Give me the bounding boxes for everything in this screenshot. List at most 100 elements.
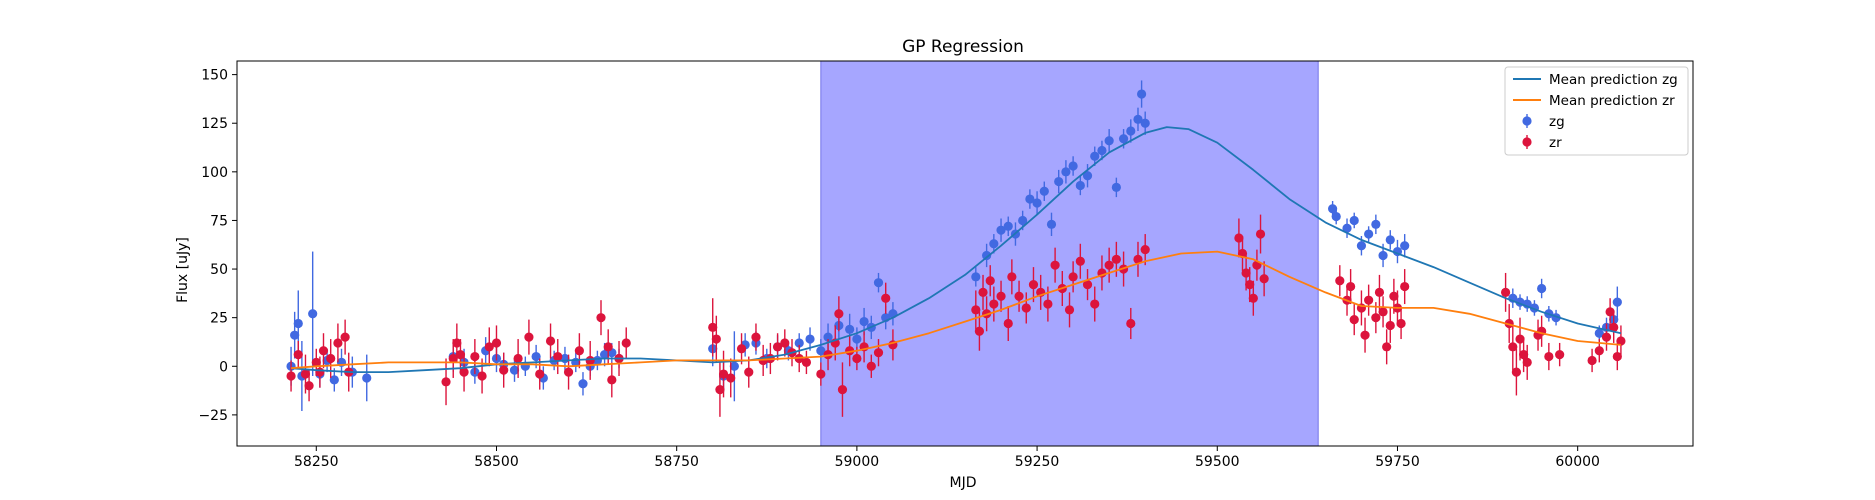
data-point-zg — [1612, 297, 1622, 307]
data-point-zr — [772, 342, 783, 352]
y-tick-label: 125 — [201, 116, 228, 132]
data-point-zg — [1364, 229, 1374, 239]
data-point-zg — [1140, 118, 1150, 128]
data-point-zr — [1519, 350, 1529, 360]
data-point-zg — [971, 272, 981, 282]
data-point-zr — [621, 338, 631, 348]
data-point-zr — [1007, 272, 1017, 282]
y-axis-title: Flux [uJy] — [175, 237, 191, 303]
data-point-zr — [452, 338, 462, 348]
plot-area: 58250 58500 58750 59000 59250 59500 59750 60000… — [198, 60, 1694, 470]
data-point-zr — [1255, 229, 1266, 239]
data-point-zr — [744, 367, 754, 377]
data-point-zg — [1537, 283, 1547, 294]
data-point-zr — [1555, 350, 1565, 360]
data-point-zr — [596, 313, 606, 323]
data-point-zg — [509, 365, 520, 375]
data-point-zr — [318, 346, 329, 356]
data-point-zr — [1075, 256, 1085, 266]
data-point-zr — [780, 338, 790, 348]
data-point-zr — [1259, 274, 1269, 284]
legend-label: Mean prediction zg — [1549, 72, 1678, 88]
data-point-zr — [834, 309, 844, 319]
data-point-zr — [1364, 295, 1374, 305]
data-point-zg — [729, 361, 739, 371]
data-point-zr — [1104, 260, 1114, 270]
data-point-zg — [308, 309, 318, 319]
data-point-zr — [333, 338, 343, 348]
data-point-zg — [1349, 215, 1359, 226]
data-point-zr — [1544, 351, 1554, 362]
data-point-zr — [1612, 351, 1622, 362]
y-tick-label: 50 — [210, 262, 228, 278]
y-tick-label: 100 — [201, 165, 228, 181]
data-point-zg — [1090, 151, 1100, 161]
data-point-zg — [1385, 235, 1395, 245]
data-point-zr — [513, 353, 523, 364]
data-point-zg — [1003, 221, 1013, 231]
data-point-zr — [499, 365, 509, 375]
data-point-zg — [362, 373, 372, 383]
data-point-zr — [563, 367, 574, 377]
data-point-zr — [491, 338, 502, 348]
data-point-zr — [441, 377, 451, 387]
data-point-zr — [1248, 293, 1258, 303]
data-point-zg — [1061, 167, 1071, 177]
data-point-zg — [1046, 219, 1057, 229]
data-point-zr — [326, 353, 336, 364]
data-point-zr — [1245, 280, 1255, 290]
data-point-zg — [852, 334, 862, 344]
data-point-zg — [1342, 223, 1352, 233]
data-point-zg — [1104, 136, 1114, 146]
data-point-zr — [524, 332, 534, 342]
data-point-zg — [805, 334, 815, 344]
y-tick-label: −25 — [198, 408, 228, 424]
x-tick-label: 59000 — [835, 454, 880, 470]
data-point-zr — [726, 373, 736, 383]
data-point-zr — [315, 367, 325, 377]
data-point-zr — [455, 350, 466, 360]
data-point-zr — [816, 369, 826, 379]
data-point-zr — [574, 346, 584, 356]
data-point-zr — [1508, 342, 1518, 352]
y-tick-label: 0 — [219, 359, 228, 375]
data-point-zr — [1050, 260, 1060, 270]
data-point-zg — [1371, 219, 1381, 229]
data-point-zr — [1587, 355, 1597, 366]
data-point-zg — [1594, 328, 1604, 338]
data-point-zg — [989, 239, 999, 249]
data-point-zr — [1511, 367, 1522, 377]
legend: Mean prediction zg Mean prediction zr zg zr — [1504, 66, 1689, 156]
data-point-zg — [1054, 176, 1064, 187]
data-point-zr — [985, 276, 995, 286]
data-point-zg — [290, 330, 300, 340]
y-tick-label: 25 — [210, 311, 228, 327]
data-point-zg — [1136, 89, 1147, 99]
data-point-zr — [477, 371, 487, 381]
data-point-zr — [1140, 245, 1150, 255]
data-point-zr — [1605, 307, 1615, 317]
data-point-zr — [585, 355, 595, 366]
x-tick-label: 58750 — [654, 454, 699, 470]
legend-marker-swatch — [1522, 116, 1532, 126]
data-point-zg — [1126, 126, 1136, 136]
data-point-zg — [1118, 134, 1129, 144]
legend-label: zg — [1549, 114, 1565, 130]
data-point-zr — [751, 332, 761, 342]
y-tick-label: 75 — [210, 213, 228, 229]
data-point-zr — [340, 332, 350, 342]
data-point-zr — [300, 369, 311, 379]
data-point-zr — [1371, 313, 1381, 323]
data-point-zr — [1335, 276, 1345, 286]
data-point-zr — [553, 351, 563, 362]
data-point-zg — [996, 225, 1006, 235]
data-point-zr — [1126, 318, 1136, 329]
data-point-zr — [293, 350, 303, 360]
data-point-zg — [1032, 198, 1042, 208]
data-point-zr — [1349, 315, 1359, 325]
data-point-zr — [971, 305, 981, 315]
data-point-zg — [1082, 171, 1093, 181]
data-point-zr — [1385, 320, 1395, 331]
data-point-zg — [859, 316, 869, 327]
data-point-zr — [718, 369, 729, 379]
